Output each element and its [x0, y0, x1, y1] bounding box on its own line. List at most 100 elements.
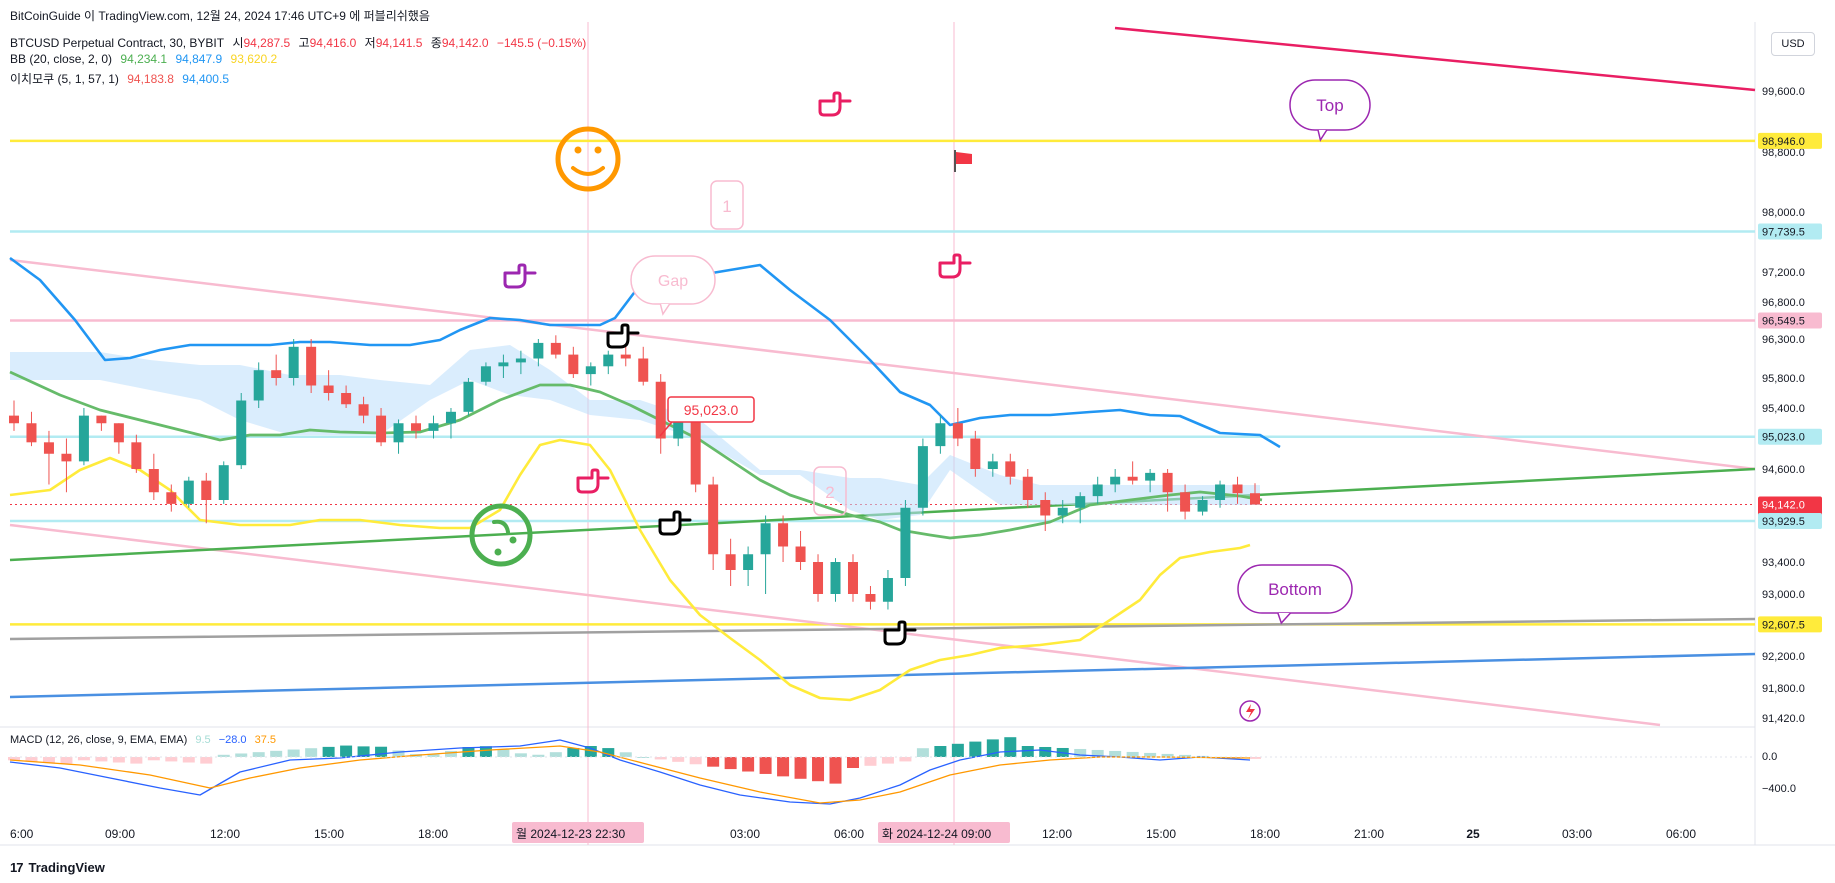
macd-histogram-bar: [60, 757, 73, 764]
macd-histogram-bar: [1039, 746, 1052, 757]
candle-body: [498, 362, 509, 367]
candle-body: [96, 415, 107, 424]
callout-gap: Gap: [630, 255, 716, 316]
macd-histogram-bar: [217, 754, 230, 757]
trendline-blue: [9, 652, 1756, 699]
macd-histogram-bar: [200, 757, 213, 764]
macd-histogram-bar: [1074, 748, 1087, 757]
candle-body: [603, 354, 614, 367]
macd-signal-value: 37.5: [254, 734, 277, 746]
price-badge-text: 92,607.5: [1762, 619, 1805, 631]
bb-basis-value: 94,234.1: [120, 52, 168, 66]
price-badge: 97,739.5: [1758, 223, 1822, 240]
face-outline: [469, 503, 533, 567]
ichimoku-label: 이치모쿠 (5, 1, 57, 1): [10, 72, 119, 86]
candle-body: [43, 442, 54, 454]
close-label: 종94,142.0: [430, 36, 489, 50]
macd-histogram-bar: [357, 746, 370, 757]
macd-tick-label: 0.0: [1762, 751, 1777, 763]
bb-upper-value: 94,847.9: [175, 52, 223, 66]
price-badge: 96,549.5: [1758, 312, 1822, 329]
price-tick-label: 94,600.0: [1762, 464, 1805, 476]
macd-histogram-bar: [340, 745, 353, 757]
candle-body: [550, 342, 561, 355]
macd-histogram-bar: [951, 743, 964, 757]
lightning-icon: [1239, 700, 1261, 722]
candle-body: [952, 423, 963, 439]
sad-face-icon: [469, 503, 533, 567]
price-callout-pointer: [659, 421, 673, 437]
candle-body: [1232, 484, 1243, 494]
legend-macd[interactable]: MACD (12, 26, close, 9, EMA, EMA) 9.5 −2…: [10, 734, 281, 746]
macd-label: MACD (12, 26, close, 9, EMA, EMA): [10, 734, 188, 746]
macd-histogram-bar: [584, 746, 597, 757]
candle-body: [830, 562, 841, 594]
macd-histogram-bar: [514, 753, 527, 757]
ichimoku-cloud: [10, 345, 1260, 520]
candle-body: [411, 423, 422, 431]
macd-histogram-bar: [147, 757, 160, 761]
legend-bb[interactable]: BB (20, close, 2, 0) 94,234.1 94,847.9 9…: [10, 52, 282, 66]
candle-body: [970, 438, 981, 469]
candle-body: [725, 554, 736, 570]
candle-body: [113, 423, 124, 443]
price-badge-bg: [1758, 428, 1822, 445]
candle-body: [1197, 500, 1208, 512]
face-eye: [509, 536, 517, 544]
macd-histogram-bar: [549, 752, 562, 757]
callout-bottom-bubble: [1237, 564, 1353, 614]
candle-body: [778, 523, 789, 547]
trendline-pink-upper: [9, 258, 1756, 471]
time-tick-label: 06:00: [1666, 827, 1696, 841]
candle-body: [1145, 472, 1156, 481]
candle-body: [638, 358, 649, 382]
callout-bottom-tail: [1277, 612, 1291, 625]
time-tick-label: 03:00: [1562, 827, 1592, 841]
macd-histogram-bar: [95, 757, 108, 762]
candle-body: [271, 370, 282, 378]
candle-body: [515, 358, 526, 363]
candle-body: [1162, 472, 1173, 493]
symbol-label[interactable]: BTCUSD Perpetual Contract, 30, BYBIT: [10, 36, 225, 50]
price-tick-label: 96,800.0: [1762, 297, 1805, 309]
flag-icon: [954, 150, 972, 172]
legend-ichimoku[interactable]: 이치모쿠 (5, 1, 57, 1) 94,183.8 94,400.5: [10, 70, 234, 87]
macd-histogram-bar: [270, 750, 283, 757]
price-badge-bg: [1758, 616, 1822, 633]
label-box-1: 1: [710, 180, 744, 230]
price-tick-label: 97,200.0: [1762, 267, 1805, 279]
price-badge-text: 98,946.0: [1762, 136, 1805, 148]
time-marker: 월 2024-12-23 22:30: [512, 822, 644, 843]
price-badge-text: 93,929.5: [1762, 516, 1805, 528]
lightning-bolt: [1246, 704, 1255, 719]
macd-histogram-bar: [724, 757, 737, 770]
candle-body: [568, 354, 579, 375]
currency-button[interactable]: USD: [1771, 32, 1815, 56]
macd-histogram-bar: [1144, 752, 1157, 757]
macd-histogram-bar: [444, 750, 457, 757]
label-box-2-text: 2: [825, 483, 834, 502]
price-tick-label: 91,800.0: [1762, 683, 1805, 695]
candle-body: [445, 411, 456, 424]
footer-brand[interactable]: 17 TradingView: [10, 860, 105, 875]
macd-histogram-bar: [392, 750, 405, 757]
callout-gap-text: Gap: [658, 273, 688, 290]
legend-ohlc: BTCUSD Perpetual Contract, 30, BYBIT 시94…: [10, 34, 591, 51]
pointer-down-icon: [818, 91, 852, 117]
macd-histogram-bar: [1196, 755, 1209, 757]
macd-tick-label: −400.0: [1762, 783, 1796, 795]
candle-body: [655, 381, 666, 439]
time-tick-label: 15:00: [1146, 827, 1176, 841]
smiley-eye: [574, 146, 582, 154]
hand-shape: [576, 468, 600, 494]
face-eye: [494, 548, 502, 556]
macd-histogram-bar: [165, 757, 178, 762]
pointer-right-icon: [606, 323, 640, 349]
callout-top-tail: [1317, 129, 1328, 142]
time-marker-text: 화 2024-12-24 09:00: [882, 827, 991, 841]
bb-lower-value: 93,620.2: [230, 52, 278, 66]
price-badge-bg: [1758, 312, 1822, 329]
time-marker-text: 월 2024-12-23 22:30: [516, 827, 625, 841]
price-badge-bg: [1758, 512, 1822, 529]
